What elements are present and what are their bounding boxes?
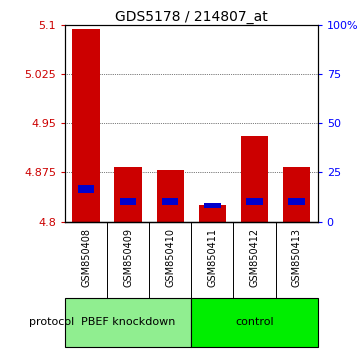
Bar bbox=[204, 202, 221, 208]
Text: control: control bbox=[235, 317, 274, 327]
Text: GSM850411: GSM850411 bbox=[207, 228, 217, 287]
Bar bbox=[78, 185, 94, 193]
Bar bbox=[246, 198, 263, 205]
Bar bbox=[283, 167, 310, 222]
Bar bbox=[241, 136, 268, 222]
Text: protocol: protocol bbox=[29, 317, 74, 327]
Bar bbox=[65, 298, 191, 347]
Bar bbox=[114, 167, 142, 222]
Bar bbox=[120, 198, 136, 205]
Title: GDS5178 / 214807_at: GDS5178 / 214807_at bbox=[115, 10, 268, 24]
Bar bbox=[72, 29, 100, 222]
Bar bbox=[199, 205, 226, 222]
Bar bbox=[157, 171, 184, 222]
Bar bbox=[191, 298, 318, 347]
Text: GSM850409: GSM850409 bbox=[123, 228, 133, 287]
Bar bbox=[288, 198, 305, 205]
Bar bbox=[162, 198, 178, 205]
Text: GSM850408: GSM850408 bbox=[81, 228, 91, 287]
Text: GSM850412: GSM850412 bbox=[249, 228, 260, 287]
Text: GSM850410: GSM850410 bbox=[165, 228, 175, 287]
Text: PBEF knockdown: PBEF knockdown bbox=[81, 317, 175, 327]
Text: GSM850413: GSM850413 bbox=[292, 228, 302, 287]
